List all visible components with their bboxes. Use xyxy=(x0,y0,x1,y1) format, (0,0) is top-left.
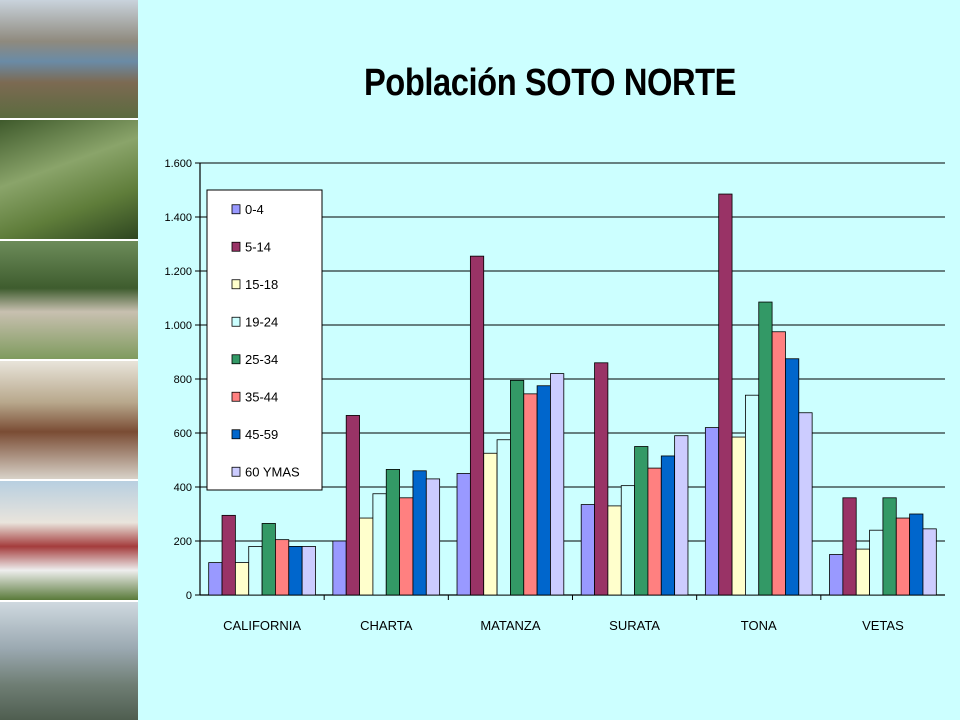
bar xyxy=(469,255,485,596)
y-tick-label: 0 xyxy=(186,590,192,602)
bar xyxy=(829,554,844,596)
legend-swatch xyxy=(231,391,241,402)
x-tick-label: SURATA xyxy=(609,618,660,633)
slide-title: Población SOTO NORTE xyxy=(363,62,737,104)
valley-town-photo xyxy=(0,240,138,361)
legend-swatch xyxy=(231,429,241,440)
bar xyxy=(785,358,800,596)
bar xyxy=(620,485,635,596)
legend-label: 60 YMAS xyxy=(245,464,300,479)
photo-strip xyxy=(0,0,138,720)
bar xyxy=(550,373,565,596)
y-tick-label: 400 xyxy=(174,482,192,494)
bar xyxy=(496,439,511,596)
bar xyxy=(288,546,303,596)
bar xyxy=(909,513,924,596)
legend-swatch xyxy=(231,354,241,365)
legend-box xyxy=(206,189,323,491)
bar xyxy=(234,562,250,596)
bar xyxy=(798,412,813,596)
y-tick-label: 1.000 xyxy=(164,320,192,332)
legend-label: 25-34 xyxy=(245,352,278,367)
bar xyxy=(536,385,551,596)
bar xyxy=(261,523,276,596)
x-tick-label: VETAS xyxy=(862,618,904,633)
bar xyxy=(221,514,236,596)
bar xyxy=(882,497,897,596)
bar xyxy=(208,562,223,596)
bar xyxy=(483,452,498,596)
bar xyxy=(248,546,263,596)
bar xyxy=(660,455,676,596)
legend-label: 15-18 xyxy=(245,277,278,292)
y-tick-label: 800 xyxy=(174,374,192,386)
bar xyxy=(647,467,662,596)
mountains-photo xyxy=(0,601,138,720)
bar xyxy=(674,435,689,596)
bar xyxy=(345,415,360,596)
bar xyxy=(594,362,609,596)
bar xyxy=(607,505,622,596)
church-photo xyxy=(0,481,138,602)
bar xyxy=(301,546,316,596)
y-tick-label: 1.400 xyxy=(164,212,192,224)
bar xyxy=(718,193,733,596)
legend-swatch xyxy=(231,316,241,327)
colonial-street-photo xyxy=(0,360,138,482)
bar xyxy=(275,539,290,596)
bar xyxy=(731,436,746,596)
bar xyxy=(412,470,427,596)
bar xyxy=(842,497,857,596)
pasture-photo xyxy=(0,120,138,241)
y-tick-label: 1.600 xyxy=(164,158,192,170)
legend-label: 19-24 xyxy=(245,314,278,329)
landscape-lake-photo xyxy=(0,0,138,121)
bar xyxy=(523,393,538,596)
legend-label: 45-59 xyxy=(245,427,278,442)
bar xyxy=(771,331,786,596)
bar xyxy=(372,493,387,596)
y-tick-label: 600 xyxy=(174,428,192,440)
bar xyxy=(704,427,720,596)
bar xyxy=(510,379,525,596)
legend-label: 5-14 xyxy=(245,239,271,254)
bar xyxy=(425,478,441,596)
x-tick-label: MATANZA xyxy=(480,618,541,633)
bar xyxy=(456,473,471,596)
bar xyxy=(869,529,884,596)
bar xyxy=(855,548,870,596)
x-tick-label: TONA xyxy=(741,618,777,633)
bar xyxy=(359,517,374,596)
legend-swatch xyxy=(231,466,241,477)
legend-label: 0-4 xyxy=(245,202,264,217)
x-tick-label: CHARTA xyxy=(360,618,413,633)
legend-swatch xyxy=(231,279,241,290)
y-tick-label: 200 xyxy=(174,536,192,548)
legend-swatch xyxy=(231,204,241,215)
bar xyxy=(634,446,649,596)
bar xyxy=(332,540,347,596)
y-tick-label: 1.200 xyxy=(164,266,192,278)
legend-swatch xyxy=(231,241,241,252)
legend-label: 35-44 xyxy=(245,389,278,404)
bar xyxy=(745,394,760,596)
bar xyxy=(385,469,400,596)
bar xyxy=(758,301,773,596)
x-tick-label: CALIFORNIA xyxy=(223,618,301,633)
bar xyxy=(399,497,414,596)
bar xyxy=(895,517,911,596)
bar xyxy=(580,504,595,596)
bar xyxy=(922,528,937,596)
